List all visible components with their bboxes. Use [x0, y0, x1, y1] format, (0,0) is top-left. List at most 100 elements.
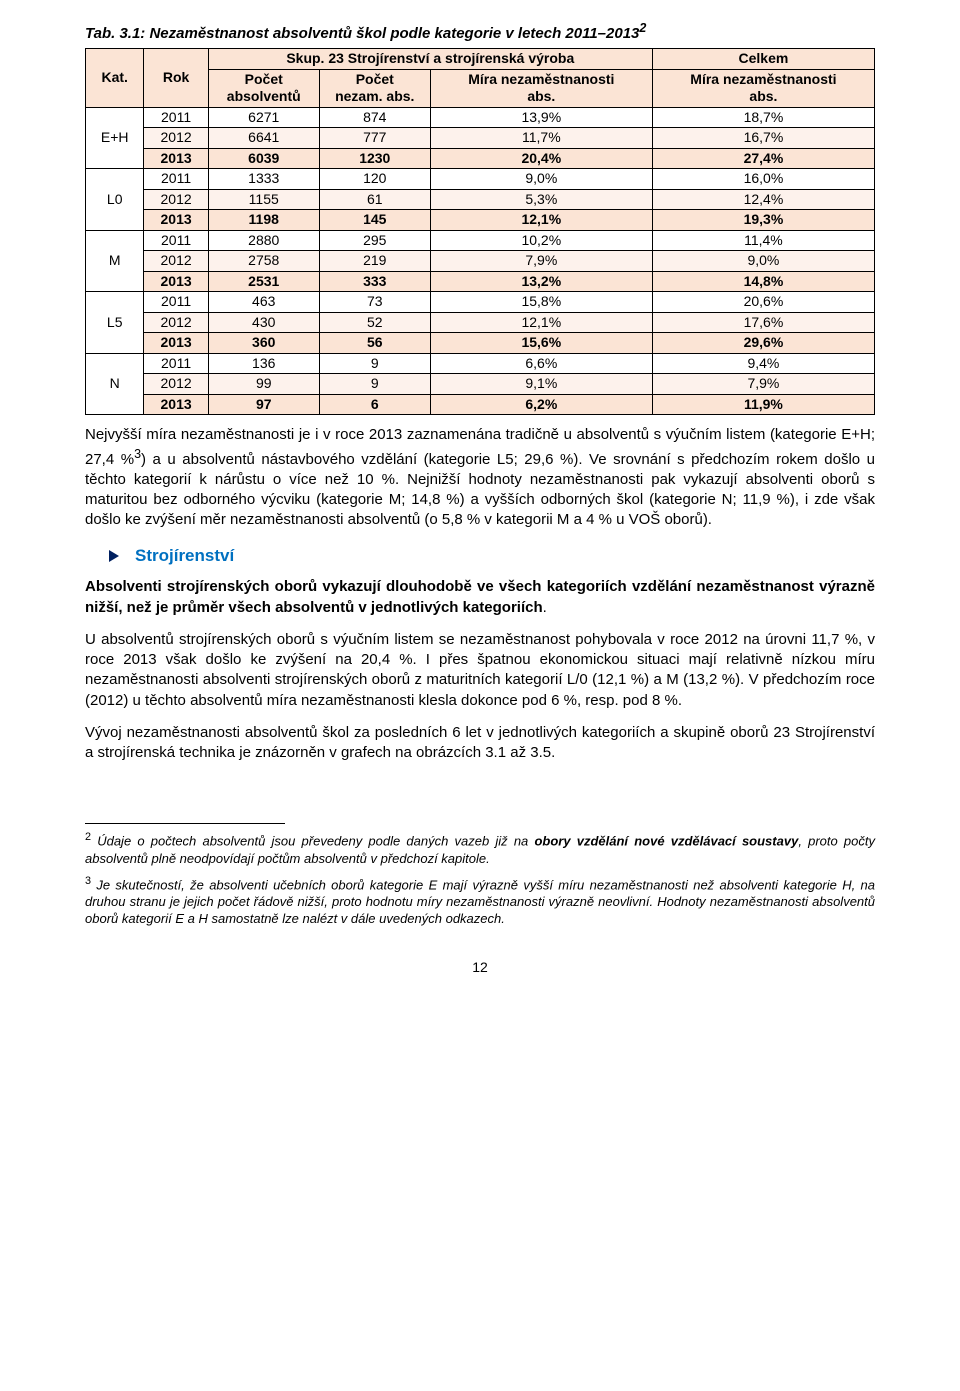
cell-rok: 2012: [144, 374, 208, 395]
paragraph-1: Nejvyšší míra nezaměstnanosti je i v roc…: [85, 425, 875, 530]
table-row: 20136039123020,4%27,4%: [86, 148, 875, 169]
cell-c3: 7,9%: [430, 251, 652, 272]
cell-rok: 2013: [144, 333, 208, 354]
table-row: 2012664177711,7%16,7%: [86, 128, 875, 149]
cell-c1: 6271: [208, 107, 319, 128]
cell-c3: 15,8%: [430, 292, 652, 313]
cell-c4: 27,4%: [652, 148, 874, 169]
paragraph-2: Absolventi strojírenských oborů vykazují…: [85, 577, 875, 618]
table-row: 20121155615,3%12,4%: [86, 189, 875, 210]
cell-c1: 463: [208, 292, 319, 313]
cell-rok: 2013: [144, 148, 208, 169]
cell-c2: 52: [319, 312, 430, 333]
cell-c3: 13,2%: [430, 271, 652, 292]
document-page: Tab. 3.1: Nezaměstnanost absolventů škol…: [0, 0, 960, 1006]
cell-c3: 12,1%: [430, 312, 652, 333]
table-row: L520114637315,8%20,6%: [86, 292, 875, 313]
cell-c4: 12,4%: [652, 189, 874, 210]
cell-c2: 120: [319, 169, 430, 190]
cell-kat: E+H: [86, 107, 144, 169]
cell-c3: 13,9%: [430, 107, 652, 128]
cell-c2: 9: [319, 374, 430, 395]
table-row: 20129999,1%7,9%: [86, 374, 875, 395]
table-title: Tab. 3.1: Nezaměstnanost absolventů škol…: [85, 20, 875, 44]
cell-rok: 2013: [144, 271, 208, 292]
section-heading-text: Strojírenství: [135, 545, 234, 568]
cell-rok: 2012: [144, 251, 208, 272]
table-row: 20124305212,1%17,6%: [86, 312, 875, 333]
paragraph-4: Vývoj nezaměstnanosti absolventů škol za…: [85, 723, 875, 764]
footnote-2: 2 Údaje o počtech absolventů jsou převed…: [85, 830, 875, 867]
cell-c1: 360: [208, 333, 319, 354]
th-kat: Kat.: [86, 49, 144, 108]
cell-c4: 18,7%: [652, 107, 874, 128]
cell-c4: 17,6%: [652, 312, 874, 333]
cell-rok: 2011: [144, 292, 208, 313]
cell-kat: L0: [86, 169, 144, 231]
cell-c4: 16,7%: [652, 128, 874, 149]
th-rok: Rok: [144, 49, 208, 108]
cell-c1: 1198: [208, 210, 319, 231]
cell-c3: 11,7%: [430, 128, 652, 149]
cell-c4: 11,4%: [652, 230, 874, 251]
cell-c1: 97: [208, 394, 319, 415]
cell-rok: 2012: [144, 128, 208, 149]
section-heading: Strojírenství: [85, 545, 875, 568]
cell-c3: 20,4%: [430, 148, 652, 169]
cell-rok: 2011: [144, 169, 208, 190]
table-row: N201113696,6%9,4%: [86, 353, 875, 374]
cell-c1: 1333: [208, 169, 319, 190]
cell-kat: N: [86, 353, 144, 415]
cell-c2: 9: [319, 353, 430, 374]
cell-c2: 874: [319, 107, 430, 128]
th-total: Celkem: [652, 49, 874, 70]
table-row: 20139766,2%11,9%: [86, 394, 875, 415]
cell-rok: 2013: [144, 394, 208, 415]
cell-c1: 2880: [208, 230, 319, 251]
th-c2: Početnezam. abs.: [319, 69, 430, 107]
cell-c3: 15,6%: [430, 333, 652, 354]
unemployment-table: Kat.RokSkup. 23 Strojírenství a strojíre…: [85, 48, 875, 415]
th-group: Skup. 23 Strojírenství a strojírenská vý…: [208, 49, 652, 70]
cell-c4: 19,3%: [652, 210, 874, 231]
cell-c2: 219: [319, 251, 430, 272]
cell-rok: 2013: [144, 210, 208, 231]
th-c1: Početabsolventů: [208, 69, 319, 107]
cell-c4: 9,4%: [652, 353, 874, 374]
cell-rok: 2011: [144, 107, 208, 128]
cell-c2: 145: [319, 210, 430, 231]
cell-c2: 6: [319, 394, 430, 415]
table-row: 201227582197,9%9,0%: [86, 251, 875, 272]
cell-c3: 12,1%: [430, 210, 652, 231]
cell-c1: 430: [208, 312, 319, 333]
cell-c4: 16,0%: [652, 169, 874, 190]
table-row: E+H2011627187413,9%18,7%: [86, 107, 875, 128]
table-row: L0201113331209,0%16,0%: [86, 169, 875, 190]
table-row: 20133605615,6%29,6%: [86, 333, 875, 354]
cell-c1: 2758: [208, 251, 319, 272]
cell-c4: 7,9%: [652, 374, 874, 395]
cell-c1: 1155: [208, 189, 319, 210]
cell-c4: 11,9%: [652, 394, 874, 415]
th-c3: Míra nezaměstnanostiabs.: [430, 69, 652, 107]
table-row: 2013119814512,1%19,3%: [86, 210, 875, 231]
triangle-icon: [109, 550, 119, 562]
cell-c1: 2531: [208, 271, 319, 292]
th-c4: Míra nezaměstnanostiabs.: [652, 69, 874, 107]
cell-kat: M: [86, 230, 144, 292]
cell-rok: 2012: [144, 189, 208, 210]
footnote-separator: [85, 823, 285, 824]
cell-c2: 333: [319, 271, 430, 292]
cell-c1: 99: [208, 374, 319, 395]
cell-c4: 14,8%: [652, 271, 874, 292]
table-row: M2011288029510,2%11,4%: [86, 230, 875, 251]
cell-c2: 73: [319, 292, 430, 313]
cell-c3: 6,2%: [430, 394, 652, 415]
cell-c1: 136: [208, 353, 319, 374]
cell-c4: 9,0%: [652, 251, 874, 272]
cell-c2: 56: [319, 333, 430, 354]
cell-rok: 2011: [144, 230, 208, 251]
footnote-3: 3 Je skutečností, že absolventi učebních…: [85, 874, 875, 928]
cell-c3: 9,0%: [430, 169, 652, 190]
cell-c2: 1230: [319, 148, 430, 169]
